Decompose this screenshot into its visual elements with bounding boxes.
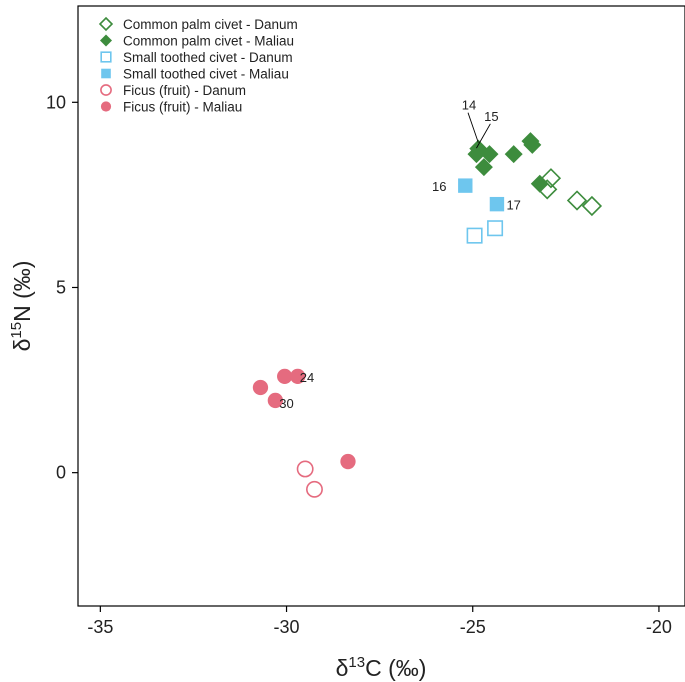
point-label: 24 [300,370,314,385]
legend-marker [101,68,111,79]
x-axis-title-prefix: δ [336,655,349,681]
x-axis-title-suffix: C (‰) [365,655,426,681]
legend-marker [100,34,112,47]
legend-label: Ficus (fruit) - Maliau [123,100,242,115]
y-tick-label: 10 [46,92,66,112]
data-point [267,392,284,409]
y-tick-label: 0 [56,463,66,483]
point-label: 14 [462,98,476,113]
y-axis-title-suffix: N (‰) [9,261,35,322]
legend-label: Small toothed civet - Maliau [123,67,289,82]
point-label: 16 [432,179,446,194]
legend: Common palm civet - Danum Common palm civ… [98,16,298,115]
y-axis-title-prefix: δ [9,339,35,352]
plot-frame-group [77,5,685,607]
legend-label: Ficus (fruit) - Danum [123,83,246,98]
data-point [530,174,549,193]
data-points [252,132,603,498]
y-axis: 0 5 10 [46,92,78,483]
data-point [467,145,486,164]
x-tick-label: -30 [274,617,300,637]
data-point [504,145,523,164]
x-tick-label: -20 [646,617,672,637]
data-point [566,190,588,211]
x-axis-title: δ13C (‰) [336,654,427,681]
data-point [474,158,493,177]
point-label: 30 [279,396,293,411]
legend-marker [100,101,112,112]
y-tick-label: 5 [56,277,66,297]
point-label: 17 [506,198,520,213]
annotation-leader-line [467,112,479,143]
plot-frame [77,5,685,607]
data-point [581,195,603,217]
legend-label: Common palm civet - Maliau [123,34,294,49]
legend-marker [98,16,114,32]
data-point [306,480,323,498]
point-annotations: 14 15 16 17 24 30 [279,98,521,411]
data-point [252,379,269,396]
data-point [290,368,306,385]
legend-label: Common palm civet - Danum [123,17,298,32]
legend-marker [100,51,112,63]
data-point [540,168,562,189]
data-point [523,135,542,154]
x-axis-title-sup: 13 [348,654,365,671]
data-point [296,460,314,478]
y-axis-title: δ15N (‰) [8,261,35,352]
legend-label: Small toothed civet - Danum [123,50,293,65]
legend-marker [100,84,112,96]
x-axis: -35 -30 -25 -20 [87,606,672,637]
data-point [340,453,356,470]
annotation-leader-line [476,123,491,149]
data-point [466,227,483,244]
y-axis-title-sup: 15 [8,322,25,339]
point-label: 15 [484,109,498,124]
data-point [489,196,505,212]
data-point [480,145,499,164]
x-tick-label: -35 [87,617,113,637]
data-point [277,368,293,385]
data-point [458,178,473,193]
x-tick-label: -25 [460,617,486,637]
data-point [487,220,504,237]
